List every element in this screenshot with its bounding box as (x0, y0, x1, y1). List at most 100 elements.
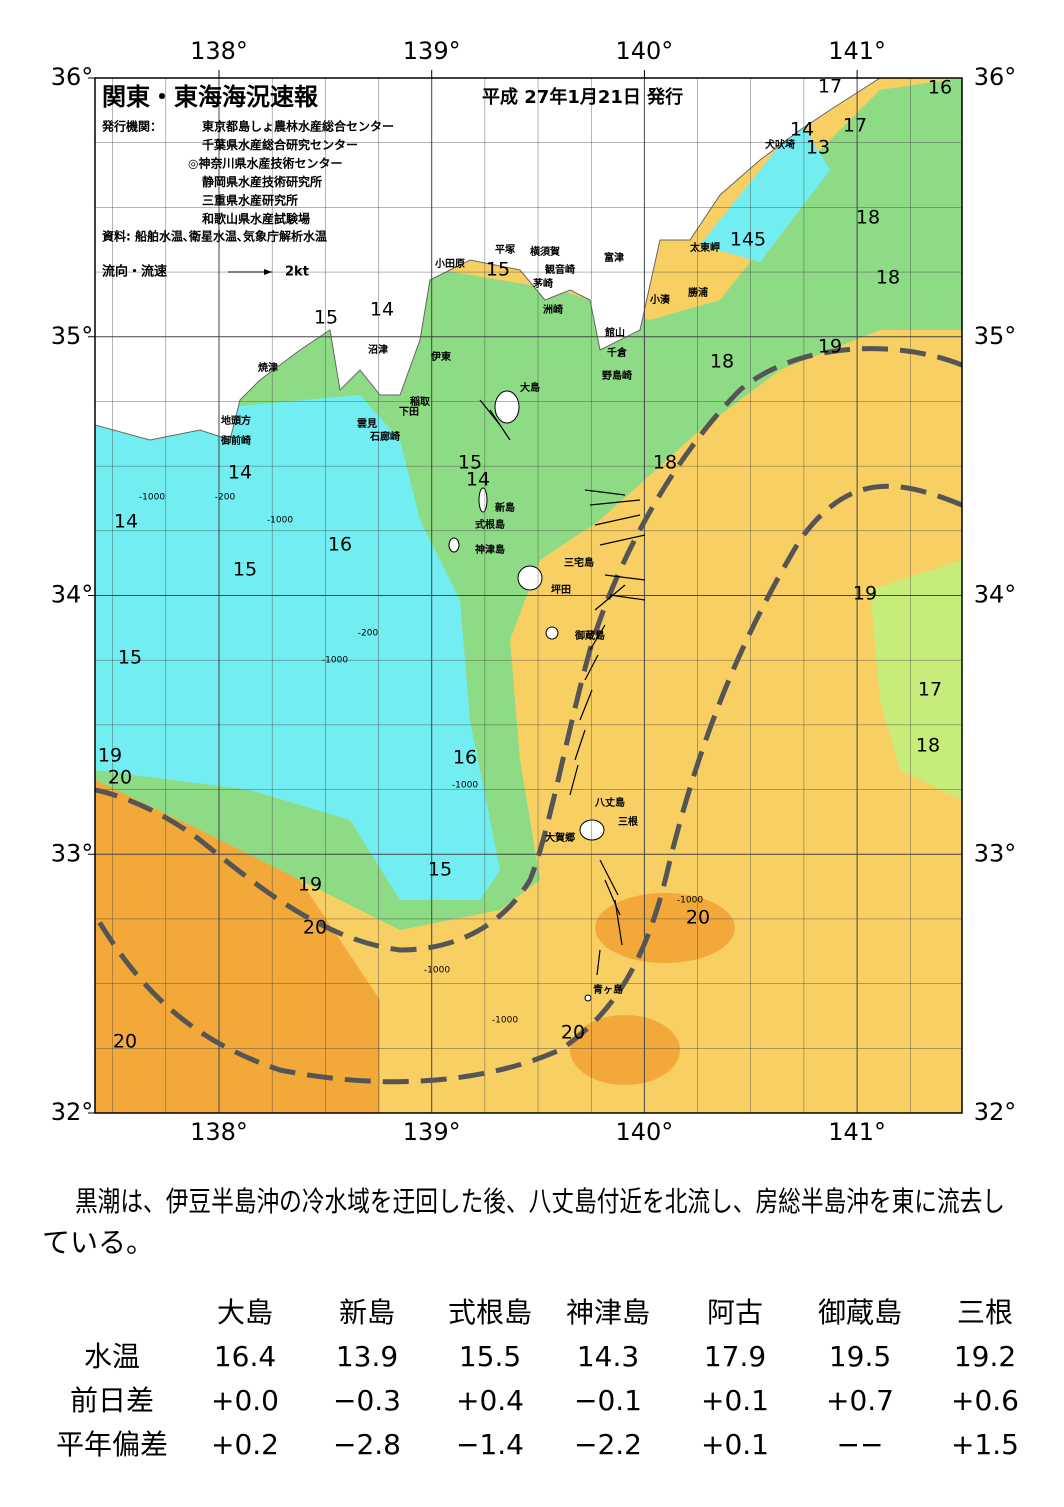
contour-label: 15 (314, 307, 338, 329)
island (478, 487, 488, 513)
sea-cold (700, 120, 830, 262)
island (579, 819, 605, 841)
depth-label: -1000 (424, 966, 450, 976)
table-cell: −0.3 (333, 1384, 401, 1417)
contour-label: 14 (228, 462, 252, 484)
contour-label: 14 (370, 299, 394, 321)
contour-label: 17 (818, 76, 842, 98)
place-name: 茅崎 (533, 277, 553, 290)
lat-tick-label: 36° (974, 63, 1017, 91)
flow-arrow (599, 859, 619, 896)
row-label: 平年偏差 (56, 1428, 168, 1461)
table-header: 新島 (339, 1296, 395, 1329)
contour-label: 16 (453, 747, 477, 769)
flow-arrow (596, 949, 601, 976)
place-name: 御前崎 (220, 434, 251, 447)
contour-label: 19 (298, 874, 322, 896)
contour-label: 15 (233, 559, 257, 581)
lon-tick-label: 138° (190, 1118, 248, 1146)
place-name: 雲見 (357, 418, 377, 430)
place-name: 平塚 (495, 243, 515, 256)
map-title: 関東・東海海況速報 (102, 83, 319, 111)
contour-label: 20 (686, 907, 710, 929)
place-name: 沼津 (368, 343, 388, 356)
flow-unit: 2kt (285, 265, 309, 280)
contour-label: 20 (108, 767, 132, 789)
kuroshio-axis (95, 346, 962, 953)
contour-label: 17 (918, 679, 942, 701)
lon-tick-label: 141° (828, 37, 886, 65)
agency: 三重県水産研究所 (202, 193, 298, 208)
depth-label: -1000 (677, 896, 703, 906)
depth-label: -1000 (492, 1016, 518, 1026)
table-cell: −− (837, 1428, 884, 1461)
contour-label: 15 (118, 647, 142, 669)
place-name: 焼津 (258, 361, 278, 374)
place-name: 小田原 (434, 257, 465, 270)
depth-label: -200 (215, 493, 236, 503)
place-name: 大島 (520, 381, 540, 394)
lon-tick-label: 141° (828, 1118, 886, 1146)
table-cell: +0.1 (701, 1384, 769, 1417)
flow-arrow (609, 594, 646, 601)
kuroshio-axis (95, 483, 962, 1085)
lon-tick-label: 139° (403, 37, 461, 65)
depth-label: -1000 (322, 656, 348, 666)
contour-label: 18 (916, 735, 940, 757)
table-cell: 13.9 (336, 1340, 398, 1373)
lat-tick-label: 35° (974, 322, 1017, 350)
texts: 138° 138° 139° 139° 140° 140° 141° 141° 36° 36° 35… (42, 37, 1019, 1461)
lat-tick-label: 34° (51, 581, 94, 609)
island (584, 994, 592, 1002)
agency: ◎神奈川県水産技術センター (188, 156, 342, 171)
place-name: 勝浦 (688, 286, 708, 299)
depth-label: -1000 (452, 781, 478, 791)
lat-tick-label: 32° (974, 1098, 1017, 1126)
agency: 静岡県水産技術研究所 (202, 174, 322, 189)
place-name: 伊東 (430, 350, 451, 363)
contour-label: 16 (328, 534, 352, 556)
place-name: 野島崎 (602, 369, 632, 382)
table-cell: 14.3 (577, 1340, 639, 1373)
flow-arrow (569, 764, 579, 796)
contour-label: 18 (653, 452, 677, 474)
depth-label: -1000 (139, 493, 165, 503)
row-label: 前日差 (70, 1384, 154, 1417)
place-name: 三根 (618, 815, 638, 828)
flow-arrow (579, 689, 593, 721)
table-cell: +1.5 (951, 1428, 1019, 1461)
lat-tick-label: 32° (51, 1098, 94, 1126)
flow-arrow (584, 654, 599, 681)
island (517, 565, 543, 591)
table-cell: +0.7 (826, 1384, 894, 1417)
place-name: 横須賀 (530, 245, 560, 258)
place-name: 千倉 (607, 346, 628, 359)
flow-arrow (594, 514, 641, 526)
flow-legend: 流向・流速 (102, 264, 167, 280)
lat-tick-label: 36° (51, 63, 94, 91)
contour-label: 14 (790, 119, 814, 141)
place-name: 坪田 (551, 583, 571, 596)
table-cell: +0.6 (951, 1384, 1019, 1417)
lat-tick-label: 33° (974, 839, 1017, 867)
place-name: 洲崎 (543, 303, 563, 316)
flow-arrow (589, 499, 641, 506)
contour-label: 18 (856, 207, 880, 229)
table-cell: 19.2 (954, 1340, 1016, 1373)
island (545, 626, 559, 640)
agency: 東京都島しょ農林水産総合センター (202, 119, 394, 134)
place-name: 地頭方 (221, 414, 251, 427)
contour-label: 20 (113, 1031, 137, 1053)
place-name: 稲取 (410, 395, 431, 408)
contour-label: 15 (458, 452, 482, 474)
island (448, 537, 460, 553)
place-name: 下田 (399, 406, 419, 418)
sea-mild (870, 560, 962, 800)
table-cell: −2.8 (333, 1428, 401, 1461)
flow-arrow (599, 534, 646, 546)
depth-label: -200 (358, 629, 379, 639)
place-name: 御蔵島 (574, 629, 605, 642)
place-name: 大賀郷 (545, 831, 575, 844)
table-cell: +0.0 (211, 1384, 279, 1417)
